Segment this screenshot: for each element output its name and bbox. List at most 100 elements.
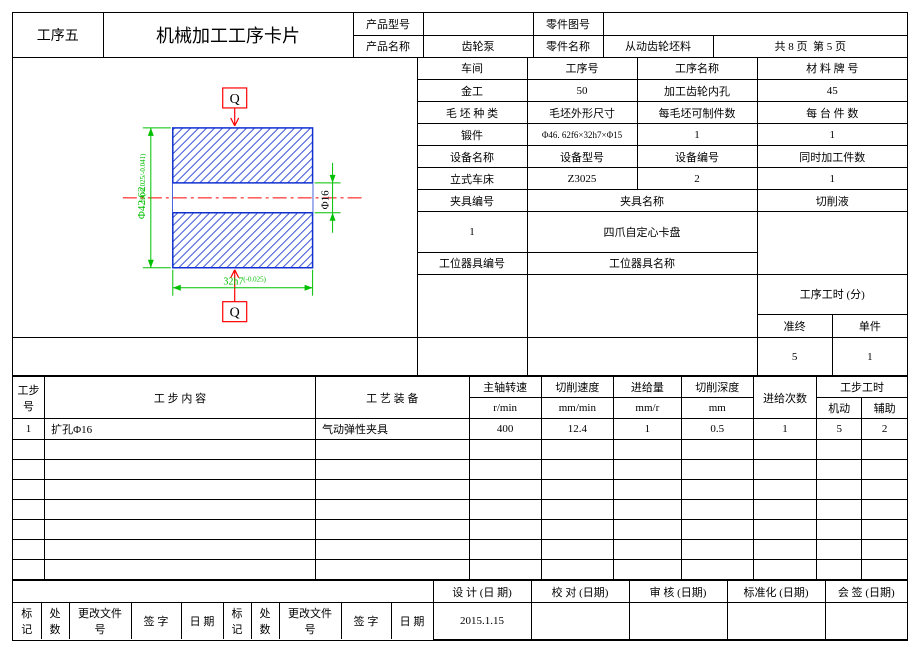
svg-text:Q: Q: [230, 91, 240, 106]
col-spindle: 主轴转速: [469, 377, 541, 398]
col-aux: 辅助: [862, 398, 907, 419]
proc-time-label: 工序工时 (分): [757, 274, 907, 315]
count-label-2: 处数: [251, 603, 279, 640]
page-info: 共 8 页 第 5 页: [713, 35, 907, 57]
date-label: 日 期: [181, 603, 223, 640]
per-machine-value: 1: [757, 124, 907, 146]
equip-model-label: 设备型号: [527, 146, 637, 168]
part-drawing-no-label: 零件图号: [533, 13, 603, 35]
product-model-label: 产品型号: [353, 13, 423, 35]
change-label-2: 更改文件号: [279, 603, 341, 640]
part-drawing-svg: Q Q Φ42.62 f6(-0.025/-0.041) Φ16 32h7(-0…: [13, 58, 416, 338]
unit-label: 单件: [832, 315, 907, 337]
blank-type-value: 锻件: [417, 124, 527, 146]
prep-label: 准终: [758, 315, 833, 337]
design-label: 设 计 (日 期): [433, 581, 531, 603]
svg-text:f6(-0.025/-0.041): f6(-0.025/-0.041): [139, 152, 147, 201]
card-title: 机械加工工序卡片: [103, 13, 353, 57]
col-steptime: 工步工时: [817, 377, 907, 398]
equip-name-value: 立式车床: [417, 168, 527, 190]
proc-no-label: 工序号: [527, 58, 637, 80]
equip-name-label: 设备名称: [417, 146, 527, 168]
fixture-name-value: 四爪自定心卡盘: [527, 212, 757, 253]
col-machine: 机动: [817, 398, 862, 419]
col-step-no: 工步号: [13, 377, 45, 419]
product-name-label: 产品名称: [353, 35, 423, 57]
per-blank-label: 每毛坯可制件数: [637, 102, 757, 124]
col-spindle-unit: r/min: [469, 398, 541, 419]
mark-label-2: 标记: [223, 603, 251, 640]
equip-no-value: 2: [637, 168, 757, 190]
material-value: 45: [757, 80, 907, 102]
mid-table: Q Q Φ42.62 f6(-0.025/-0.041) Φ16 32h7(-0…: [13, 58, 907, 377]
station-tool-no-value: [417, 274, 527, 338]
blank-type-label: 毛 坯 种 类: [417, 102, 527, 124]
table-row: [13, 500, 907, 520]
part-name-label: 零件名称: [533, 35, 603, 57]
station-tool-name-value: [527, 274, 757, 338]
part-name-value: 从动齿轮坯料: [603, 35, 713, 57]
proc-no-value: 50: [527, 80, 637, 102]
date-label-2: 日 期: [391, 603, 433, 640]
check-label: 校 对 (日期): [531, 581, 629, 603]
product-name-value: 齿轮泵: [423, 35, 533, 57]
col-content: 工 步 内 容: [45, 377, 316, 419]
col-feed-unit: mm/r: [613, 398, 681, 419]
table-row: [13, 440, 907, 460]
fixture-name-label: 夹具名称: [527, 190, 757, 212]
table-row: 1扩孔Φ16气动弹性夹具40012.410.5152: [13, 419, 907, 440]
per-blank-value: 1: [637, 124, 757, 146]
drawing-area: Q Q Φ42.62 f6(-0.025/-0.041) Φ16 32h7(-0…: [13, 58, 417, 338]
col-cutspeed: 切削速度: [541, 377, 613, 398]
fixture-no-value: 1: [417, 212, 527, 253]
col-depth: 切削深度: [681, 377, 753, 398]
station-tool-name-label: 工位器具名称: [527, 252, 757, 274]
sign-label: 签 字: [131, 603, 181, 640]
proc-name-value: 加工齿轮内孔: [637, 80, 757, 102]
col-tooling: 工 艺 装 备: [316, 377, 470, 419]
svg-text:32h7(-0.025): 32h7(-0.025): [223, 275, 266, 287]
footer-table: 设 计 (日 期) 校 对 (日期) 审 核 (日期) 标准化 (日期) 会 签…: [13, 580, 907, 640]
process-number: 工序五: [13, 13, 103, 57]
part-drawing-no-value: [603, 13, 907, 35]
coolant-value: [757, 212, 907, 275]
workshop-label: 车间: [417, 58, 527, 80]
approve-label: 会 签 (日期): [825, 581, 907, 603]
process-card-sheet: 工序五 机械加工工序卡片 产品型号 零件图号 产品名称 齿轮泵 零件名称 从动齿…: [12, 12, 908, 641]
blank-dim-value: Φ46. 62f6×32h7×Φ15: [527, 124, 637, 146]
station-tool-no-label: 工位器具编号: [417, 252, 527, 274]
std-label: 标准化 (日期): [727, 581, 825, 603]
mark-label: 标记: [13, 603, 41, 640]
header-table: 工序五 机械加工工序卡片 产品型号 零件图号 产品名称 齿轮泵 零件名称 从动齿…: [13, 13, 907, 58]
fixture-no-label: 夹具编号: [417, 190, 527, 212]
review-label: 审 核 (日期): [629, 581, 727, 603]
svg-text:Q: Q: [230, 305, 240, 320]
equip-model-value: Z3025: [527, 168, 637, 190]
count-label: 处数: [41, 603, 69, 640]
steps-table: 工步号 工 步 内 容 工 艺 装 备 主轴转速 切削速度 进给量 切削深度 进…: [13, 376, 907, 580]
table-row: [13, 520, 907, 540]
blank-dim-label: 毛坯外形尺寸: [527, 102, 637, 124]
prep-value: 5: [758, 338, 833, 375]
sign-label-2: 签 字: [341, 603, 391, 640]
table-row: [13, 480, 907, 500]
design-date: 2015.1.15: [433, 603, 531, 640]
coolant-label: 切削液: [757, 190, 907, 212]
product-model-value: [423, 13, 533, 35]
simul-value: 1: [757, 168, 907, 190]
workshop-value: 金工: [417, 80, 527, 102]
change-label: 更改文件号: [69, 603, 131, 640]
col-cutspeed-unit: mm/min: [541, 398, 613, 419]
per-machine-label: 每 台 件 数: [757, 102, 907, 124]
simul-label: 同时加工件数: [757, 146, 907, 168]
table-row: [13, 560, 907, 580]
material-label: 材 料 牌 号: [757, 58, 907, 80]
col-passes: 进给次数: [753, 377, 816, 419]
table-row: [13, 540, 907, 560]
unit-value: 1: [832, 338, 907, 375]
col-depth-unit: mm: [681, 398, 753, 419]
equip-no-label: 设备编号: [637, 146, 757, 168]
table-row: [13, 460, 907, 480]
svg-text:Φ16: Φ16: [320, 189, 332, 209]
proc-name-label: 工序名称: [637, 58, 757, 80]
